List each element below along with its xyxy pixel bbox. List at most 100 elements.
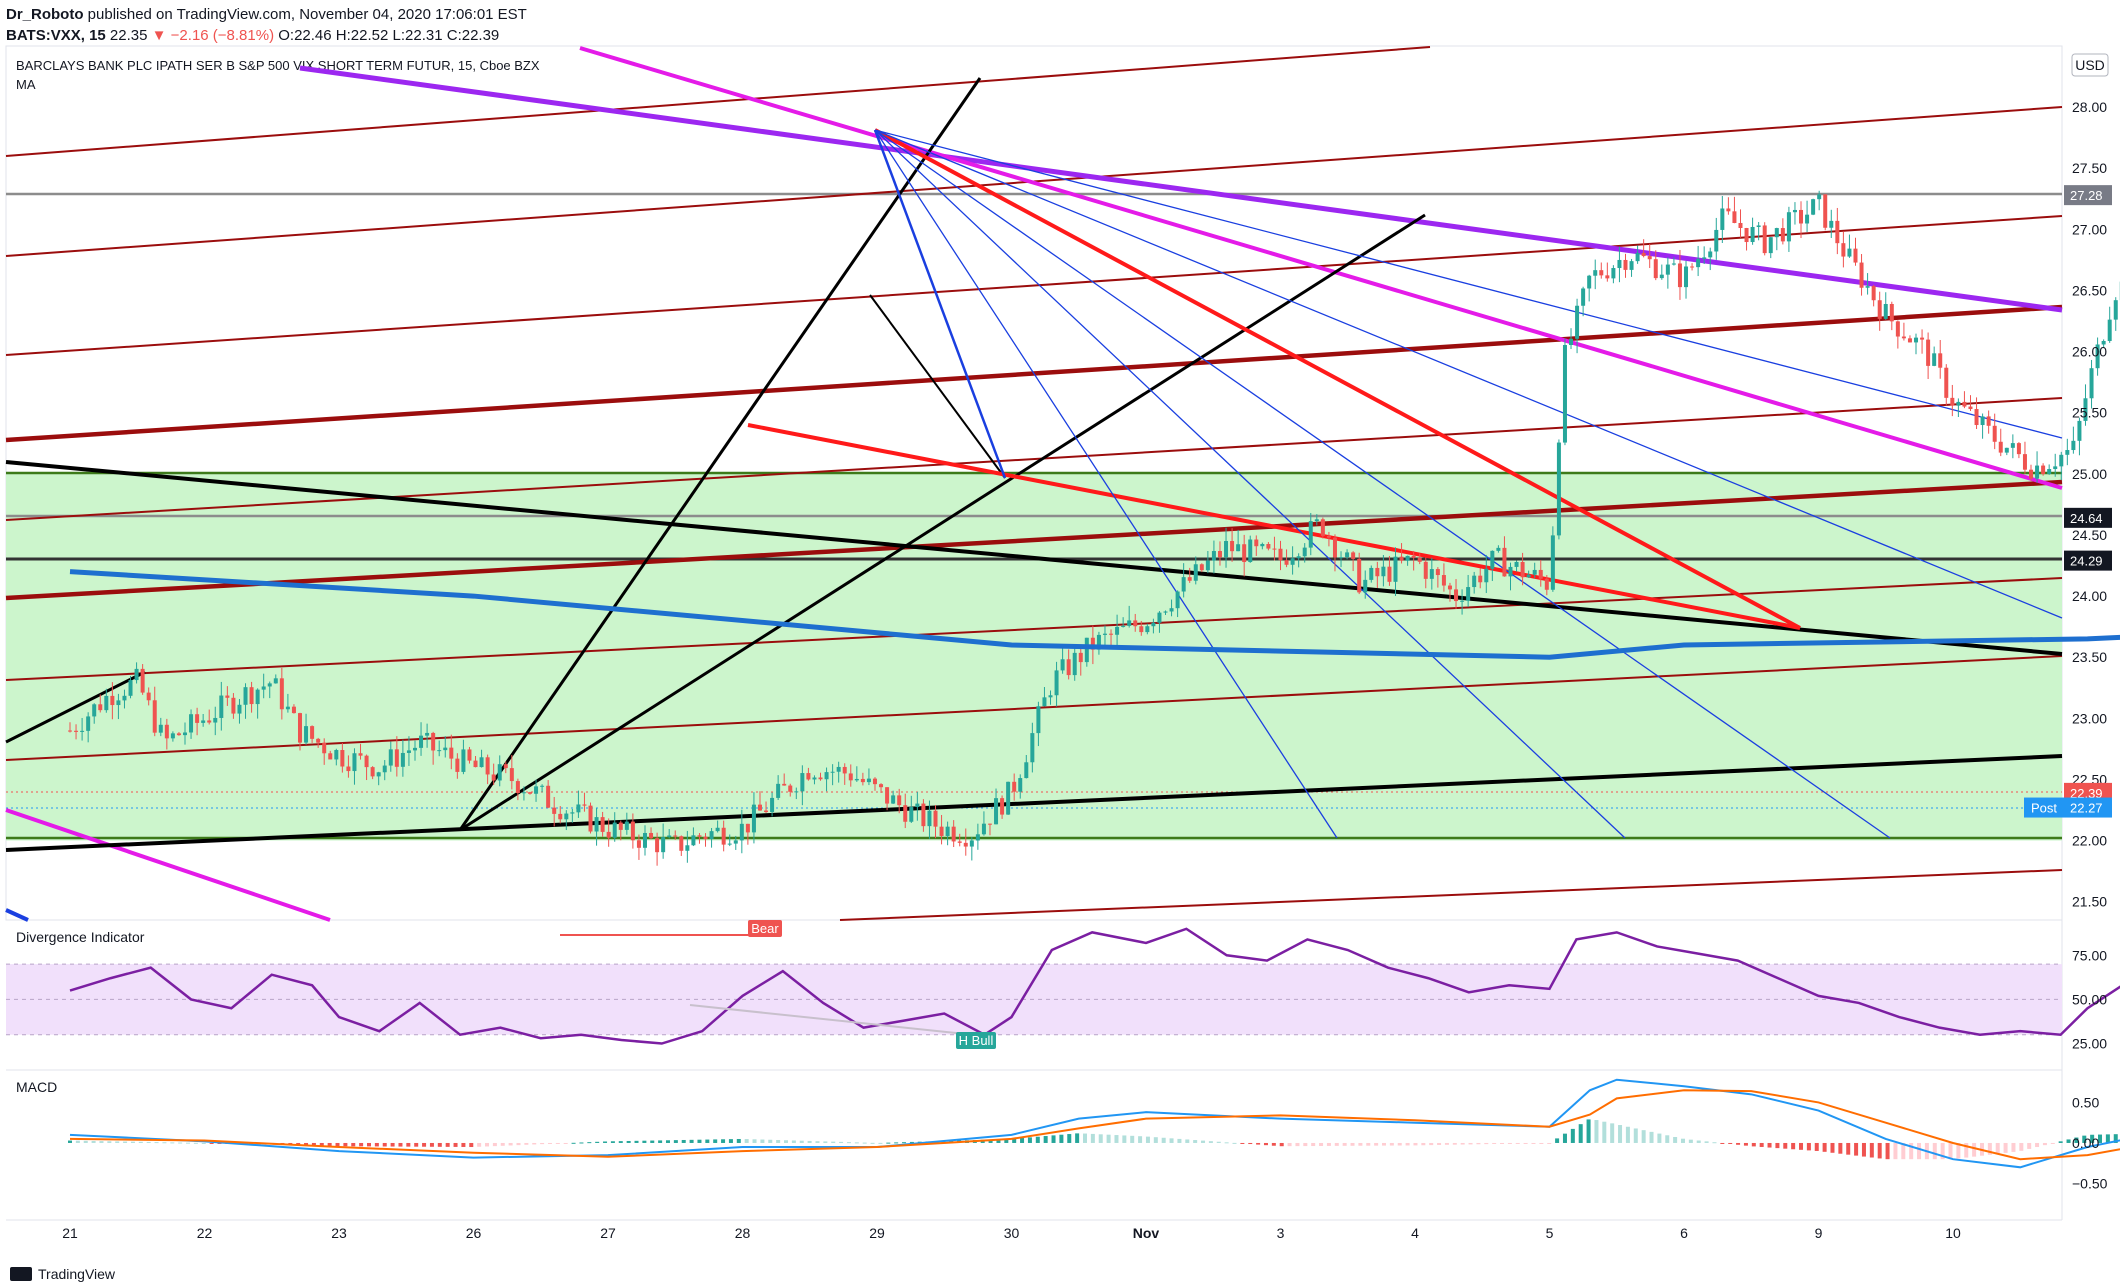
macd-bar [422, 1142, 427, 1147]
candle-body [1968, 406, 1973, 410]
macd-bar [382, 1142, 387, 1147]
macd-bar [1342, 1142, 1347, 1146]
candle-body [1447, 585, 1452, 590]
footer-brand[interactable]: TradingView [38, 1266, 116, 1282]
candle-body [1066, 659, 1071, 676]
red-trendlines[interactable] [747, 128, 1801, 630]
rsi-tick-0: 75.00 [2072, 947, 2107, 963]
candle-body [1938, 353, 1943, 368]
candle-body [1538, 569, 1543, 579]
macd-bar [815, 1141, 820, 1143]
candle-body [1877, 300, 1882, 319]
macd-bar [1389, 1142, 1394, 1146]
candle-body [903, 805, 908, 822]
black-trendlines[interactable] [5, 77, 2063, 852]
macd-bar [736, 1138, 741, 1143]
macd-bar [217, 1142, 222, 1144]
candle-body [1163, 611, 1168, 613]
candle-body [649, 832, 654, 839]
macd-bar [996, 1139, 1001, 1143]
currency-badge[interactable]: USD [2071, 53, 2109, 77]
candle-body [667, 835, 672, 838]
macd-bar [878, 1142, 883, 1144]
macd-bar [193, 1142, 198, 1144]
candle-body [491, 774, 496, 781]
macd-bar [1814, 1142, 1819, 1151]
macd-bar [1208, 1141, 1213, 1143]
candle-body [788, 785, 793, 792]
candle-body [1472, 575, 1477, 588]
candle-body [497, 764, 502, 781]
rsi-axis[interactable]: 75.00 50.00 25.00 [2072, 947, 2107, 1051]
candle-body [1853, 248, 1858, 263]
macd-bar [186, 1142, 191, 1144]
time-axis[interactable]: 21 22 23 26 27 28 29 30 Nov 3 4 5 6 9 10 [62, 1225, 1961, 1241]
macd-bar [1067, 1134, 1072, 1143]
candle-body [818, 777, 823, 780]
macd-bar [1161, 1137, 1166, 1143]
price-tick-9: 23.50 [2072, 649, 2107, 665]
candle-body [2107, 319, 2112, 341]
macd-bar [406, 1142, 411, 1147]
macd-bar [642, 1140, 647, 1143]
moving-average-line[interactable] [69, 569, 2120, 660]
candle-body [1774, 228, 1779, 238]
downtrend-lines[interactable] [5, 46, 2063, 922]
price-tick-1: 27.50 [2072, 160, 2107, 176]
macd-bar [201, 1142, 206, 1144]
candle-body [1375, 567, 1380, 577]
candle-body [727, 843, 732, 845]
price-tick-0: 28.00 [2072, 99, 2107, 115]
candle-body [624, 821, 629, 830]
macd-bar [1413, 1142, 1418, 1146]
candle-body [945, 826, 950, 836]
candle-body [564, 813, 569, 820]
candle-body [1357, 558, 1362, 593]
candle-body [1865, 286, 1870, 288]
candle-body [74, 730, 79, 732]
macd-bar [130, 1141, 135, 1143]
macd-bar [414, 1142, 419, 1147]
macd-bar [681, 1139, 686, 1143]
macd-bar [398, 1142, 403, 1147]
candle-body [921, 803, 926, 827]
horizontal-levels[interactable] [6, 192, 2062, 840]
macd-bar [547, 1142, 552, 1144]
macd-bar [146, 1141, 151, 1143]
candle-body [673, 835, 678, 837]
candle-body [697, 835, 702, 837]
author-name[interactable]: Dr_Roboto [6, 6, 84, 23]
svg-text:Bear: Bear [751, 921, 779, 936]
speed-fan[interactable] [873, 129, 2063, 839]
candle-body [1411, 555, 1416, 558]
candle-body [1193, 564, 1198, 581]
macd-bar [492, 1142, 497, 1147]
h-bull-label: H Bull [956, 1032, 996, 1049]
candle-body [316, 738, 321, 743]
candle-body [388, 749, 393, 766]
ma-legend[interactable]: MA [16, 77, 36, 92]
price-tag-text-1: 24.64 [2070, 511, 2103, 526]
candle-body [969, 840, 974, 847]
candle-body [152, 700, 157, 733]
candle-body [455, 758, 460, 772]
candle-body [449, 747, 454, 759]
macd-bar [1759, 1142, 1764, 1147]
candle-body [2113, 300, 2118, 320]
time-tick-8: Nov [1133, 1225, 1160, 1241]
candle-body [981, 823, 986, 835]
candle-body [1181, 577, 1186, 592]
price-change: −2.16 (−8.81%) [170, 27, 275, 44]
candle-body [703, 836, 708, 840]
time-tick-5: 28 [735, 1225, 751, 1241]
candle-body [1593, 270, 1598, 276]
candle-body [1871, 286, 1876, 301]
macd-axis[interactable]: 0.50 0.00 −0.50 [2072, 1094, 2108, 1191]
svg-text:H Bull: H Bull [959, 1033, 994, 1048]
bull-divergence-line [689, 1004, 976, 1036]
candle-body [1272, 548, 1277, 550]
macd-bar [728, 1139, 733, 1143]
candle-body [104, 695, 109, 711]
macd-bar [1311, 1142, 1316, 1147]
